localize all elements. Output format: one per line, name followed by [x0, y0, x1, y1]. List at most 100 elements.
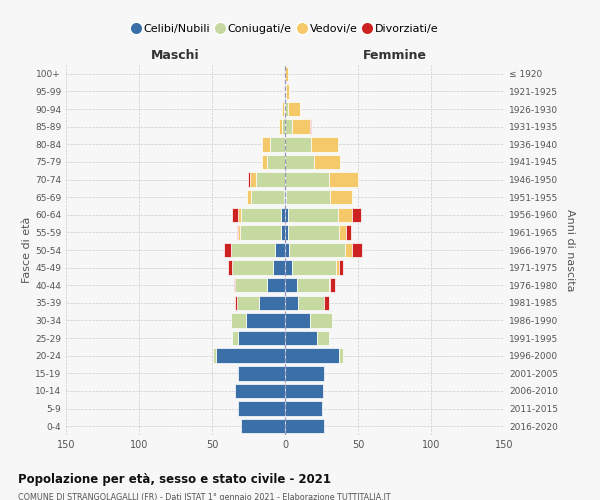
Bar [235, 278, 268, 292]
Bar [285, 278, 296, 292]
Bar [288, 102, 299, 117]
Bar [285, 243, 289, 257]
Bar [285, 348, 339, 363]
Bar [232, 208, 238, 222]
Bar [346, 225, 350, 240]
Bar [325, 296, 329, 310]
Bar [289, 243, 345, 257]
Bar [248, 172, 250, 186]
Bar [288, 225, 339, 240]
Bar [238, 331, 285, 345]
Bar [259, 296, 285, 310]
Bar [317, 331, 329, 345]
Bar [285, 154, 314, 169]
Bar [271, 137, 285, 152]
Bar [232, 331, 238, 345]
Bar [285, 314, 310, 328]
Bar [284, 190, 285, 204]
Bar [285, 402, 322, 416]
Bar [241, 208, 281, 222]
Bar [329, 278, 330, 292]
Bar [281, 225, 285, 240]
Bar [339, 225, 346, 240]
Bar [232, 260, 274, 275]
Bar [251, 190, 284, 204]
Bar [352, 208, 361, 222]
Bar [285, 102, 288, 117]
Bar [235, 384, 285, 398]
Bar [285, 137, 311, 152]
Bar [339, 260, 343, 275]
Bar [245, 314, 285, 328]
Bar [352, 243, 362, 257]
Bar [281, 208, 285, 222]
Bar [285, 120, 292, 134]
Bar [238, 208, 241, 222]
Bar [256, 172, 285, 186]
Bar [285, 225, 288, 240]
Bar [217, 348, 285, 363]
Bar [231, 243, 275, 257]
Bar [241, 419, 285, 434]
Bar [275, 243, 285, 257]
Bar [279, 120, 282, 134]
Bar [285, 419, 325, 434]
Bar [336, 260, 339, 275]
Bar [282, 102, 284, 117]
Bar [214, 348, 217, 363]
Bar [285, 172, 329, 186]
Bar [285, 66, 288, 81]
Bar [345, 243, 352, 257]
Bar [330, 278, 335, 292]
Bar [237, 296, 259, 310]
Bar [330, 190, 352, 204]
Text: Maschi: Maschi [151, 50, 200, 62]
Bar [298, 296, 325, 310]
Bar [262, 154, 268, 169]
Y-axis label: Fasce di età: Fasce di età [22, 217, 32, 283]
Bar [284, 102, 285, 117]
Bar [296, 278, 329, 292]
Bar [238, 402, 285, 416]
Text: Femmine: Femmine [362, 50, 427, 62]
Bar [238, 366, 285, 380]
Bar [292, 260, 336, 275]
Bar [237, 225, 238, 240]
Bar [285, 384, 323, 398]
Bar [285, 366, 325, 380]
Bar [286, 84, 289, 98]
Y-axis label: Anni di nascita: Anni di nascita [565, 209, 575, 291]
Bar [285, 331, 317, 345]
Bar [292, 120, 310, 134]
Bar [235, 296, 237, 310]
Bar [285, 84, 286, 98]
Bar [338, 208, 352, 222]
Bar [274, 260, 285, 275]
Bar [282, 120, 285, 134]
Bar [285, 190, 286, 204]
Bar [314, 154, 340, 169]
Bar [238, 225, 240, 240]
Bar [268, 278, 285, 292]
Bar [268, 154, 285, 169]
Bar [250, 172, 256, 186]
Bar [234, 278, 235, 292]
Bar [310, 120, 311, 134]
Bar [288, 208, 338, 222]
Bar [286, 190, 330, 204]
Bar [311, 137, 338, 152]
Bar [224, 243, 231, 257]
Bar [285, 260, 292, 275]
Bar [329, 172, 358, 186]
Bar [247, 190, 251, 204]
Bar [285, 296, 298, 310]
Bar [240, 225, 281, 240]
Legend: Celibi/Nubili, Coniugati/e, Vedovi/e, Divorziati/e: Celibi/Nubili, Coniugati/e, Vedovi/e, Di… [127, 19, 443, 38]
Text: COMUNE DI STRANGOLAGALLI (FR) - Dati ISTAT 1° gennaio 2021 - Elaborazione TUTTIT: COMUNE DI STRANGOLAGALLI (FR) - Dati IST… [18, 492, 391, 500]
Bar [228, 260, 232, 275]
Bar [231, 314, 245, 328]
Bar [262, 137, 271, 152]
Bar [339, 348, 343, 363]
Text: Popolazione per età, sesso e stato civile - 2021: Popolazione per età, sesso e stato civil… [18, 472, 331, 486]
Bar [310, 314, 332, 328]
